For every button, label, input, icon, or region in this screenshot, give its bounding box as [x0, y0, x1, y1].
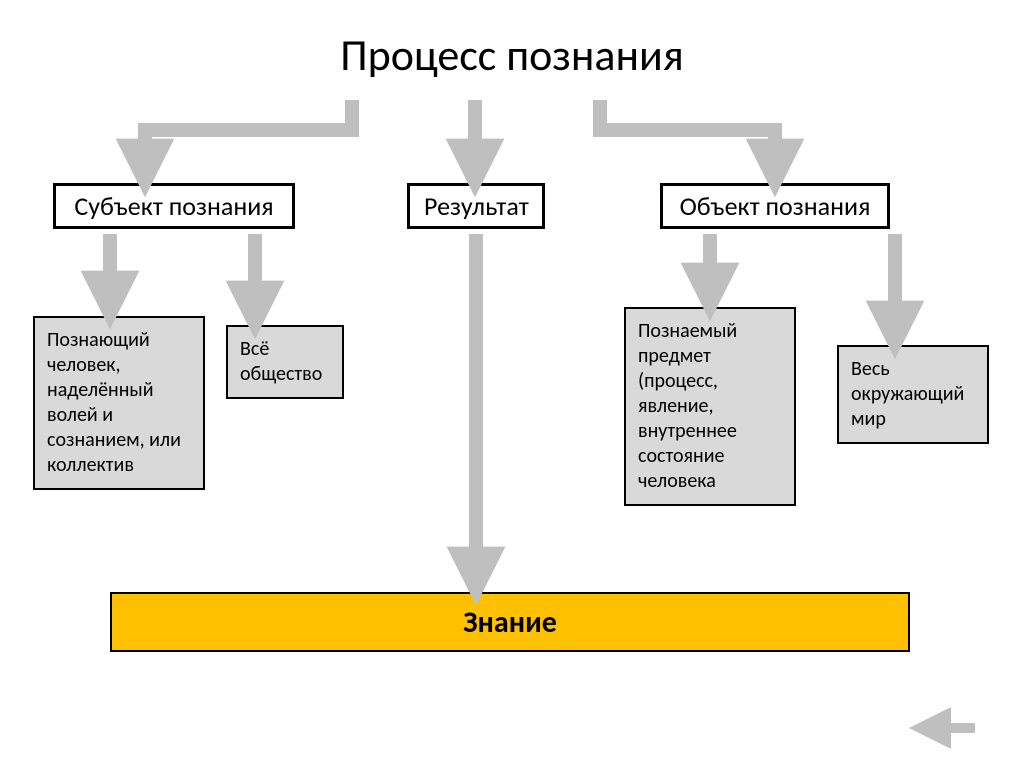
box-object-detail-world: Весь окружающий мир [837, 345, 989, 444]
box-object-detail-item: Познаемый предмет (процесс, явление, вну… [624, 307, 796, 506]
box-subject: Субъект познания [53, 183, 295, 229]
box-subject-detail-society: Всё общество [226, 325, 344, 399]
diagram-title: Процесс познания [0, 28, 1024, 82]
box-object: Объект познания [660, 183, 890, 229]
box-knowledge: Знание [110, 592, 910, 652]
box-result: Результат [407, 183, 545, 229]
box-subject-detail-person: Познающий человек, наделённый волей и со… [33, 316, 205, 490]
